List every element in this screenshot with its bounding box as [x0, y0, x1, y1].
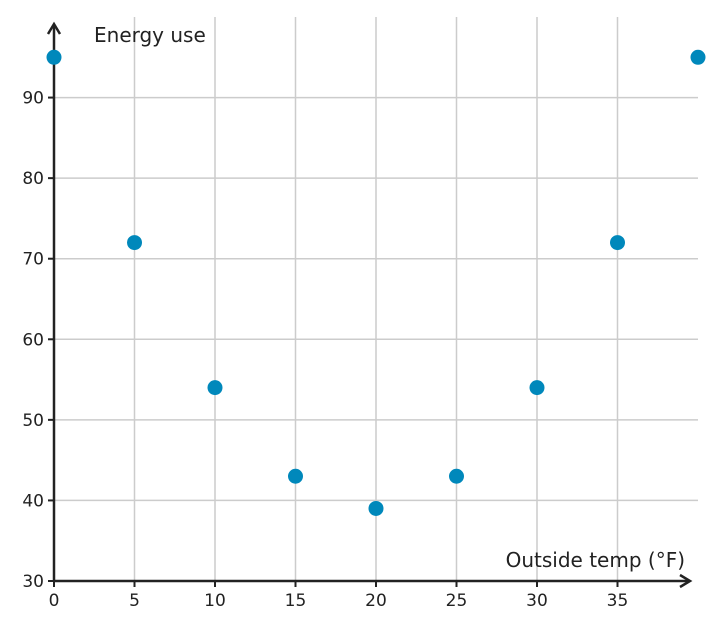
x-tick-label: 25 [446, 591, 468, 611]
x-axis-label: Outside temp (°F) [506, 548, 685, 572]
tick-labels: 0 5 10 15 20 25 30 35 30 40 50 60 70 80 90 [22, 89, 628, 611]
y-tick-label: 70 [22, 250, 44, 270]
x-tick-label: 10 [204, 591, 226, 611]
data-point [127, 235, 142, 251]
x-tick-label: 5 [129, 591, 140, 611]
grid-lines [54, 17, 698, 581]
y-tick-label: 40 [22, 491, 44, 511]
y-tick-label: 80 [22, 169, 44, 189]
y-axis-arrow [46, 21, 62, 35]
y-tick-label: 60 [22, 330, 44, 350]
y-tick-label: 90 [22, 89, 44, 109]
data-point [368, 500, 384, 516]
x-tick-label: 15 [285, 591, 307, 611]
data-point [690, 49, 706, 65]
x-axis-arrow [679, 573, 693, 589]
data-point [288, 468, 303, 484]
axes [46, 21, 693, 589]
y-axis-label: Energy use [94, 23, 206, 47]
x-tick-label: 20 [365, 591, 387, 611]
x-tick-label: 30 [526, 591, 548, 611]
y-tick-label: 50 [22, 411, 44, 431]
data-point [449, 468, 464, 484]
data-point [610, 235, 625, 251]
data-point [207, 380, 223, 396]
data-point [46, 49, 62, 65]
data-point [529, 380, 545, 396]
x-tick-label: 0 [49, 591, 60, 611]
data-points [46, 49, 706, 516]
y-tick-label: 30 [22, 572, 44, 592]
x-tick-label: 35 [607, 591, 629, 611]
tick-marks [48, 96, 619, 587]
